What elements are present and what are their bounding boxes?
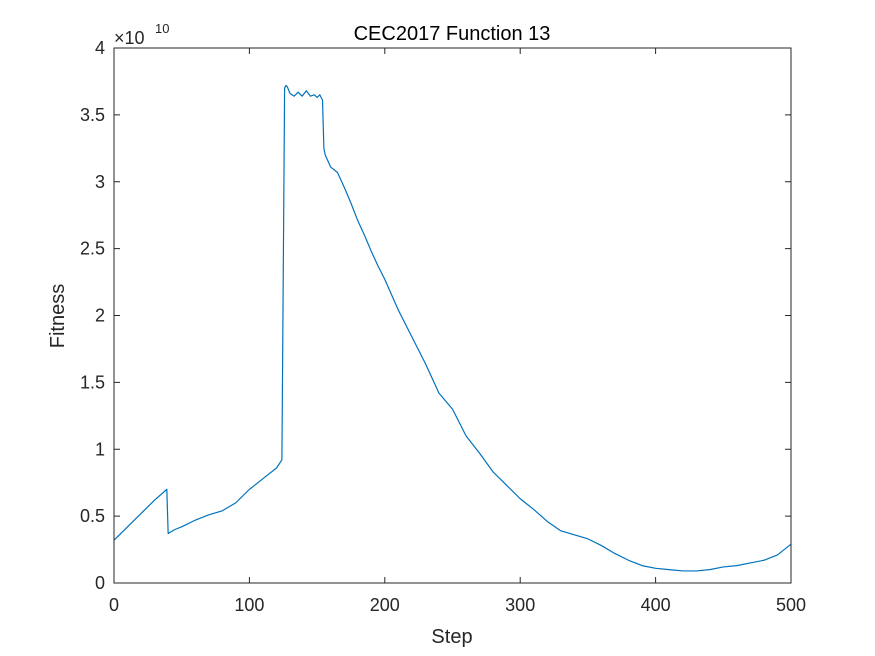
text-layer: CEC2017 Function 13 Step Fitness ×10 10 [47, 21, 550, 648]
x-tick-label: 400 [641, 595, 671, 615]
x-tick-label: 200 [370, 595, 400, 615]
y-tick-label: 0.5 [80, 506, 105, 526]
y-tick-label: 3 [95, 172, 105, 192]
x-axis-label: Step [431, 626, 472, 648]
x-tick-label: 500 [776, 595, 806, 615]
chart-title: CEC2017 Function 13 [354, 23, 551, 45]
y-tick-label: 0 [95, 573, 105, 593]
y-exponent-prefix: ×10 [114, 28, 145, 48]
axes-layer: 0 100 200 300 400 500 0 0.5 1 1.5 2 2.5 3 3.5 4 [80, 38, 806, 615]
y-tick-label: 1.5 [80, 372, 105, 392]
x-tick-label: 100 [234, 595, 264, 615]
series-layer [113, 84, 792, 572]
y-axis-label: Fitness [47, 284, 69, 348]
y-exponent-power: 10 [155, 21, 169, 36]
plot-area [114, 48, 791, 583]
plot-background [114, 48, 791, 583]
y-tick-label: 3.5 [80, 105, 105, 125]
series-line-0 [113, 84, 792, 572]
y-tick-label: 2.5 [80, 239, 105, 259]
x-tick-label: 300 [505, 595, 535, 615]
y-tick-label: 4 [95, 38, 105, 58]
y-tick-label: 1 [95, 439, 105, 459]
x-tick-label: 0 [109, 595, 119, 615]
y-tick-label: 2 [95, 306, 105, 326]
